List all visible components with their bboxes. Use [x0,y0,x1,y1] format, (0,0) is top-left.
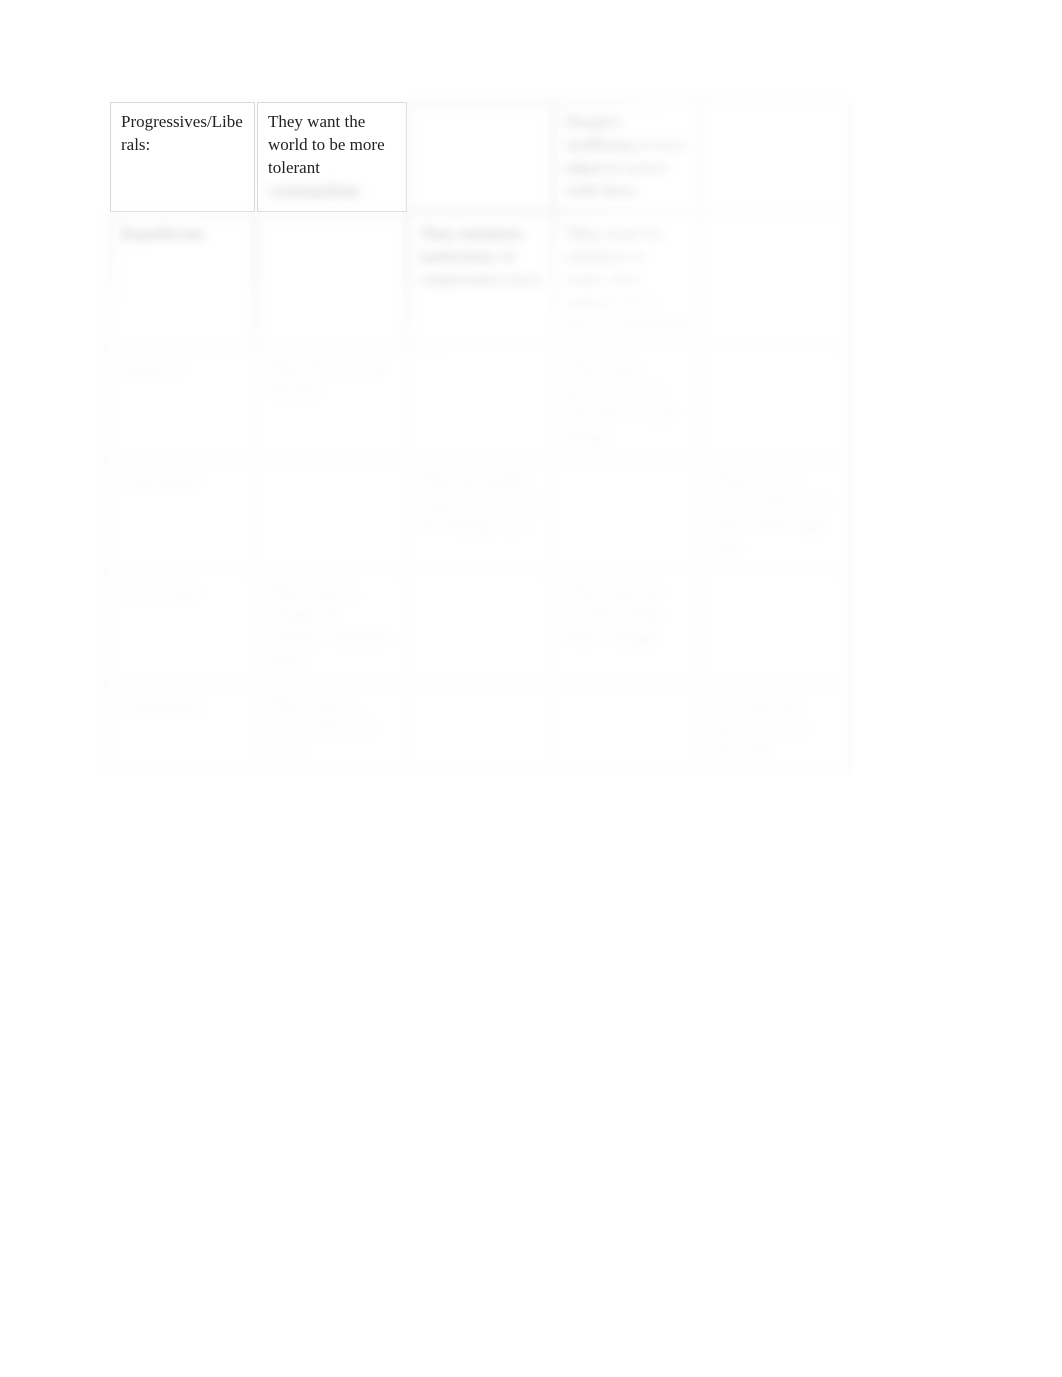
cell-locked [556,460,701,570]
cell-locked: For want the government to stay rule [703,684,848,771]
cell-locked [409,102,554,212]
cell-locked: Democrat [110,348,255,458]
ideology-table: Progressives/Liberals: They want the wor… [108,100,850,773]
cell-locked: Constitution [110,684,255,771]
cell-locked: Libertarians [110,460,255,570]
cell-locked: People's wellbeing is more taken to acti… [556,102,701,212]
cell-locked [409,572,554,682]
cell-locked: They want to restore their true ways [257,684,407,771]
cell-locked [409,684,554,771]
cell-locked: They want the world to adopt these chang… [556,572,701,682]
table-row: Green Party They want to change the coun… [110,572,848,682]
cell-locked: They want the solutions to come, their a… [556,214,701,347]
cell-description: They want the world to be more tolerant … [257,102,407,212]
table-row: Republicans They minimize restrictions o… [110,214,848,347]
cell-locked [703,214,848,347]
cell-locked [257,460,407,570]
document-page: Progressives/Liberals: They want the wor… [108,100,848,773]
table-row: Constitution They want to restore their … [110,684,848,771]
cell-locked: They favor social liberties [257,348,407,458]
cell-locked: Republicans [110,214,255,347]
cell-locked [556,684,701,771]
cell-locked: They favor a system that is less than a … [703,460,848,570]
table-row: Libertarians They are health expansion i… [110,460,848,570]
cell-locked [703,102,848,212]
cell-locked: They want to change the country's attitu… [257,572,407,682]
table-row: Progressives/Liberals: They want the wor… [110,102,848,212]
cell-locked: They are health expansion instead of tre… [409,460,554,570]
cell-text-locked: cosmopolitan [268,180,396,203]
cell-locked: Green Party [110,572,255,682]
cell-locked: They want government to increase in scal… [556,348,701,458]
cell-text-visible: They want the world to be more tolerant [268,112,385,177]
cell-locked: They minimize restrictions of conservati… [409,214,554,347]
table-row: Democrat They favor social liberties The… [110,348,848,458]
cell-locked [703,348,848,458]
cell-locked [257,214,407,347]
cell-locked [703,572,848,682]
cell-locked [409,348,554,458]
cell-ideology-name: Progressives/Liberals: [110,102,255,212]
table-body: Progressives/Liberals: They want the wor… [110,102,848,771]
